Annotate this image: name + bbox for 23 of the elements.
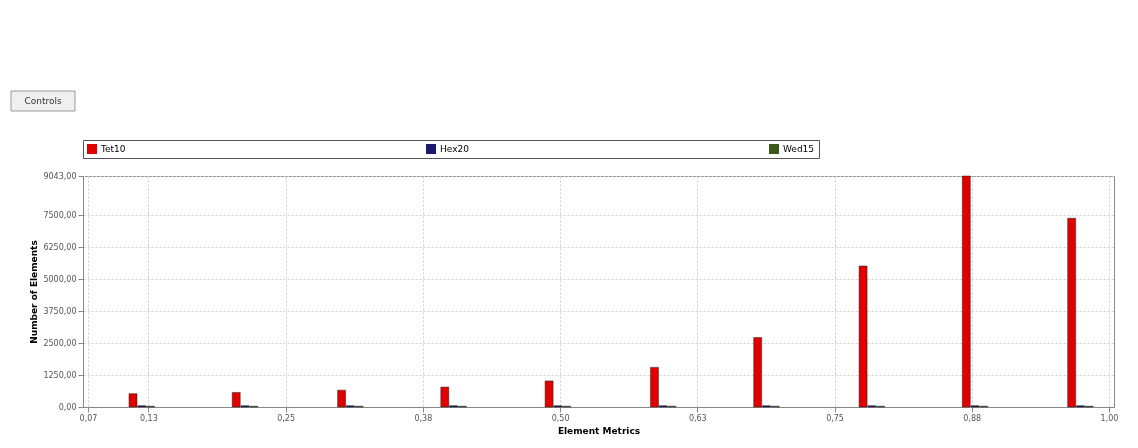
x-axis-title: Element Metrics: [557, 425, 641, 436]
x-tick-label: 0,07: [79, 413, 98, 423]
y-tick-label: 9043,00: [43, 171, 77, 181]
x-tick-label: 0,75: [826, 413, 844, 423]
x-tick-label: 0,13: [139, 413, 158, 423]
x-tick-label: 0,25: [277, 413, 296, 423]
x-tick-label: 0,50: [551, 413, 570, 423]
legend-label: Wed15: [783, 144, 815, 154]
x-tick-label: 0,63: [688, 413, 707, 423]
y-tick-label: 2500,00: [43, 338, 77, 348]
x-tick-label: 0,88: [963, 413, 982, 423]
legend-label: Tet10: [100, 144, 126, 154]
y-tick-label: 0,00: [58, 402, 77, 412]
y-tick-label: 3750,00: [43, 306, 77, 316]
y-tick-label: 7500,00: [43, 210, 77, 220]
text: Controls: [24, 96, 62, 106]
y-tick-label: 6250,00: [43, 242, 77, 252]
legend-label: Hex20: [440, 144, 470, 154]
x-tick-label: 1,00: [1100, 413, 1119, 423]
x-tick-label: 0,38: [414, 413, 433, 423]
y-axis-title: Number of Elements: [29, 240, 40, 344]
y-tick-label: 1250,00: [43, 370, 77, 380]
y-tick-label: 5000,00: [43, 274, 77, 284]
